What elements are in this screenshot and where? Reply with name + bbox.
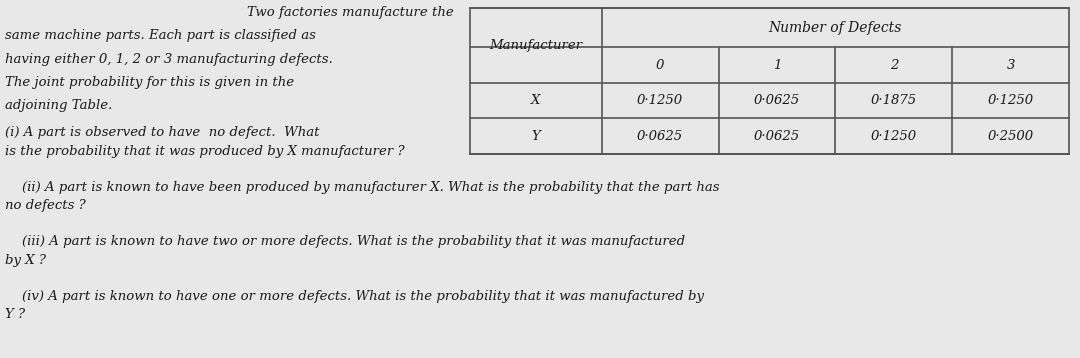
- Text: Number of Defects: Number of Defects: [769, 21, 902, 35]
- Text: 0·0625: 0·0625: [637, 130, 684, 143]
- Text: 0·1250: 0·1250: [637, 94, 684, 107]
- Text: having either 0, 1, 2 or 3 manufacturing defects.: having either 0, 1, 2 or 3 manufacturing…: [5, 53, 333, 66]
- Text: 1: 1: [773, 59, 781, 72]
- Text: (iv) A part is known to have one or more defects. What is the probability that i: (iv) A part is known to have one or more…: [5, 290, 704, 321]
- Text: (i) A part is observed to have  no defect.  What
is the probability that it was : (i) A part is observed to have no defect…: [5, 126, 405, 158]
- Text: 0·1250: 0·1250: [988, 94, 1034, 107]
- Text: 0·1875: 0·1875: [870, 94, 917, 107]
- Text: Two factories manufacture the: Two factories manufacture the: [247, 6, 454, 19]
- Text: Manufacturer: Manufacturer: [489, 39, 582, 52]
- Text: The joint probability for this is given in the: The joint probability for this is given …: [5, 76, 295, 89]
- Text: X: X: [531, 94, 540, 107]
- Text: 0·1250: 0·1250: [870, 130, 917, 143]
- Text: 0·2500: 0·2500: [988, 130, 1034, 143]
- Text: (iii) A part is known to have two or more defects. What is the probability that : (iii) A part is known to have two or mor…: [5, 236, 686, 267]
- Text: adjoining Table.: adjoining Table.: [5, 99, 112, 112]
- Text: Y: Y: [531, 130, 540, 143]
- Text: (ii) A part is known to have been produced by manufacturer X. What is the probab: (ii) A part is known to have been produc…: [5, 181, 720, 212]
- Text: 0: 0: [656, 59, 664, 72]
- Text: 2: 2: [890, 59, 899, 72]
- Text: same machine parts. Each part is classified as: same machine parts. Each part is classif…: [5, 29, 316, 42]
- Text: 3: 3: [1007, 59, 1015, 72]
- Text: 0·0625: 0·0625: [754, 94, 800, 107]
- Text: 0·0625: 0·0625: [754, 130, 800, 143]
